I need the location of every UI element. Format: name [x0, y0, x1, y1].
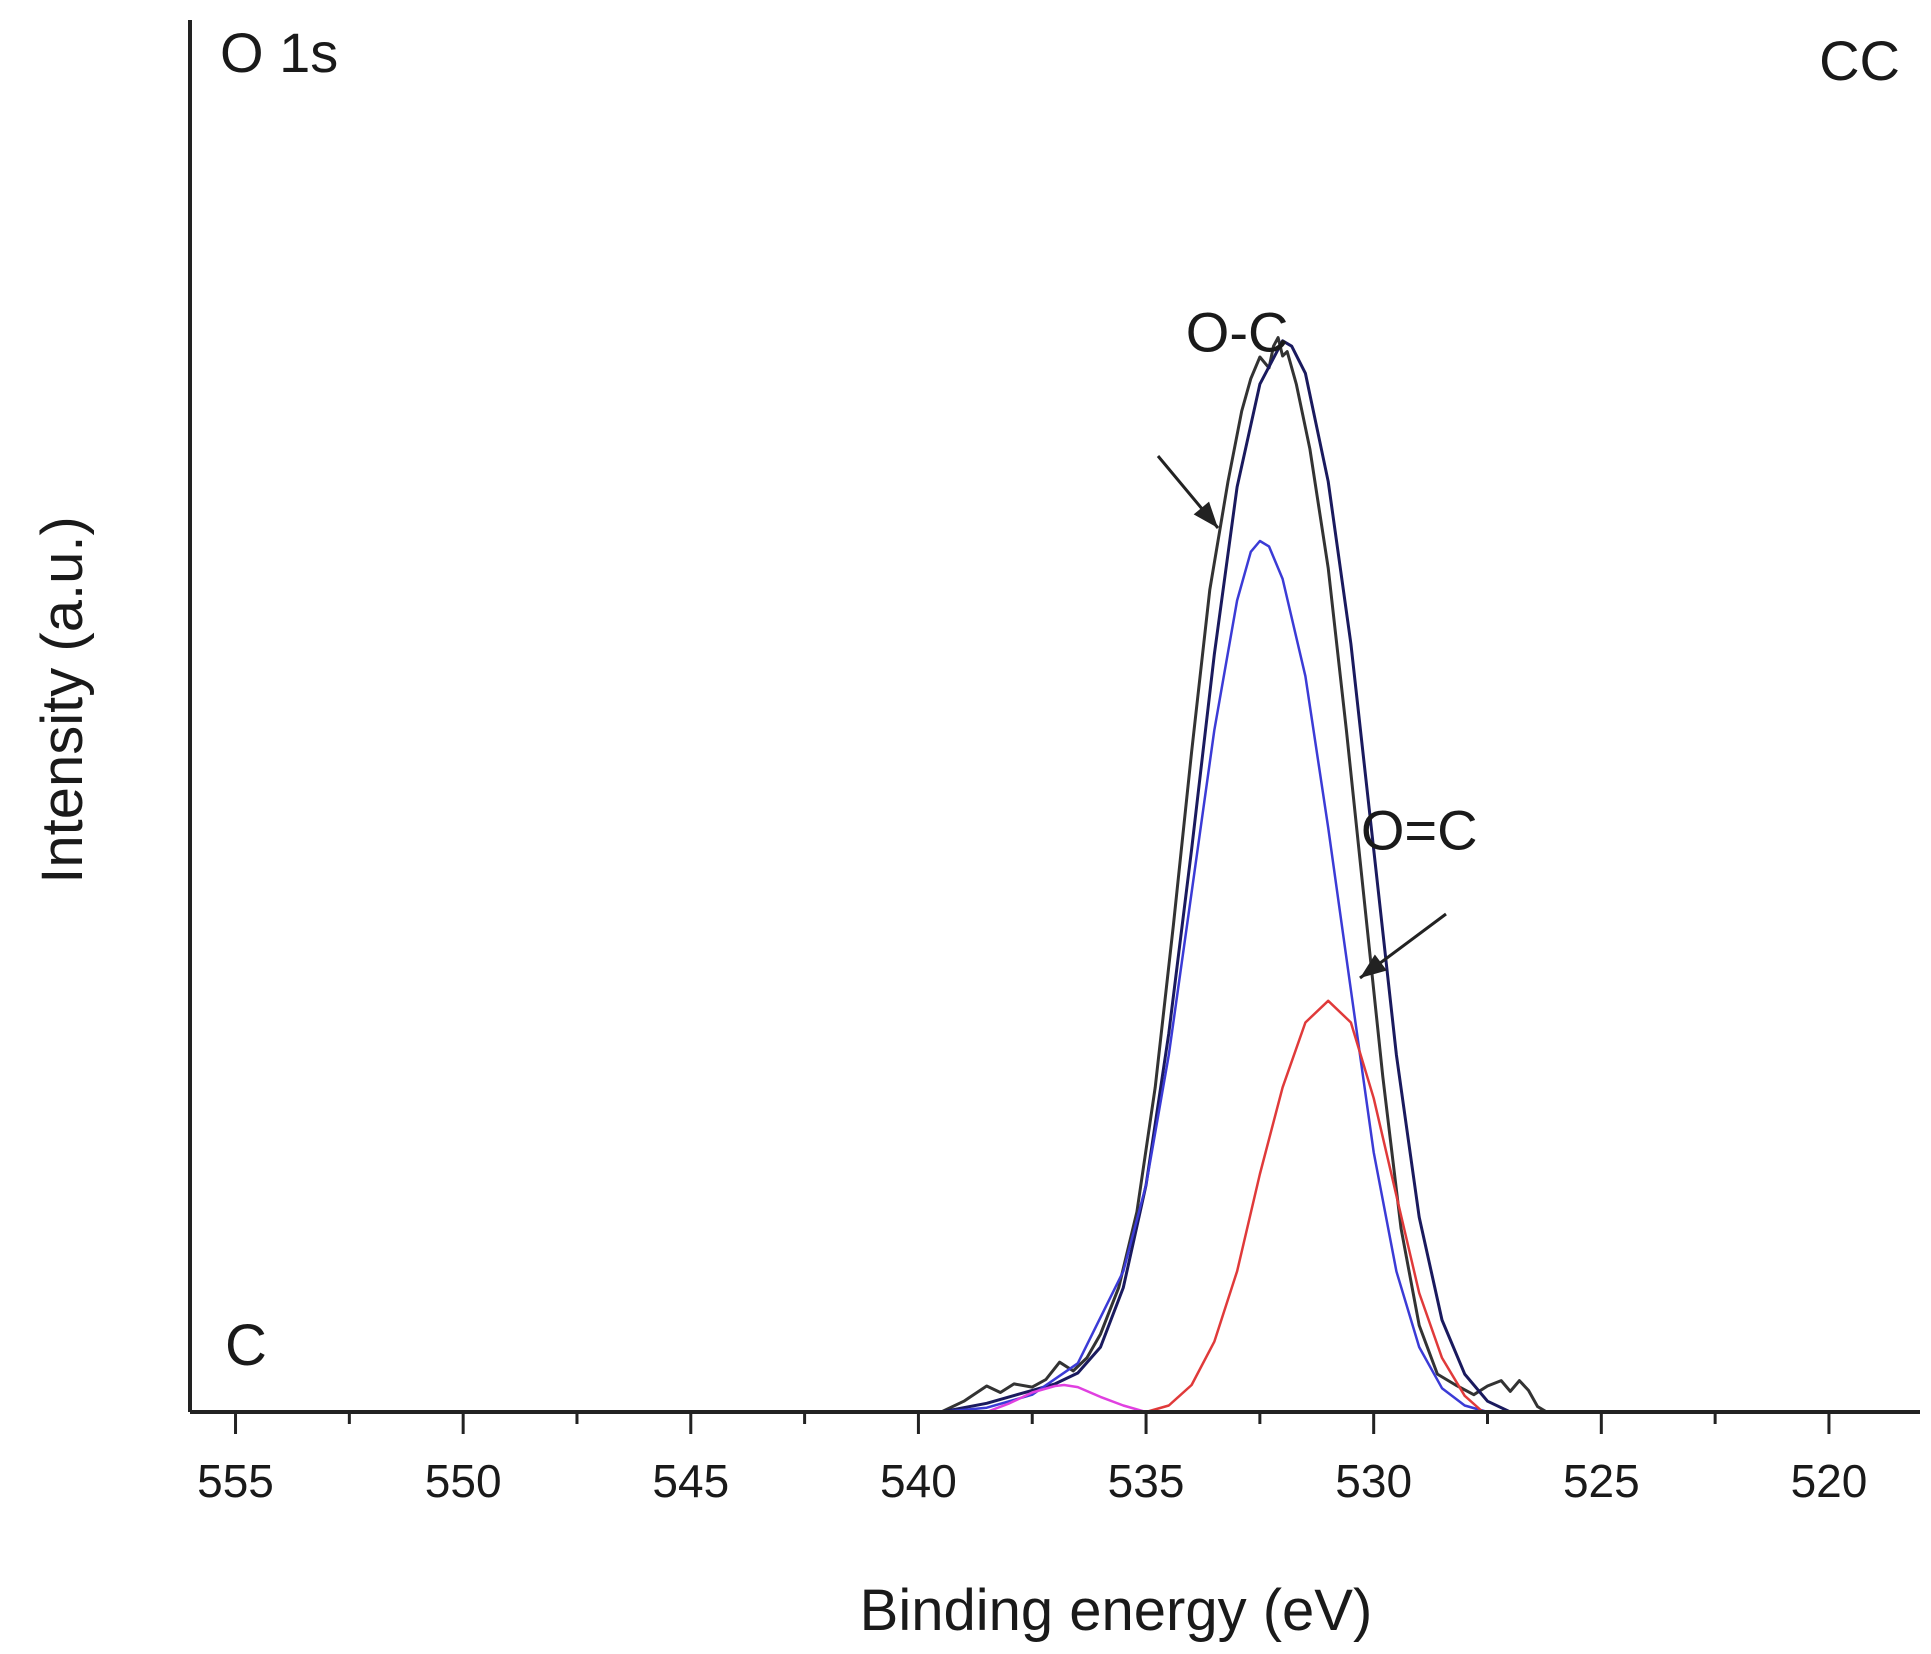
x-tick-label: 550 [425, 1455, 502, 1507]
sample-label: CC [1819, 29, 1900, 92]
o-eq-c-label: O=C [1361, 798, 1478, 861]
x-tick-label: 535 [1108, 1455, 1185, 1507]
o-eq-c-arrowhead [1360, 954, 1387, 978]
series-fit-envelope [940, 339, 1511, 1414]
series-minor-component [986, 1383, 1147, 1414]
x-axis-label: Binding energy (eV) [860, 1578, 1373, 1643]
annotation-arrows [1156, 455, 1447, 980]
x-tick-label: 520 [1791, 1455, 1868, 1507]
chart-title: O 1s [220, 21, 338, 84]
x-tick-label: 525 [1563, 1455, 1640, 1507]
x-tick-label: 545 [652, 1455, 729, 1507]
series-layer [940, 336, 1548, 1414]
x-tick-label: 540 [880, 1455, 957, 1507]
o-c-arrowhead [1193, 501, 1218, 528]
y-axis-label: Intensity (a.u.) [30, 516, 95, 883]
x-tick-label: 555 [197, 1455, 274, 1507]
series-raw [940, 336, 1548, 1414]
x-tick-label: 530 [1335, 1455, 1412, 1507]
series-o-c [941, 539, 1488, 1414]
panel-letter: C [225, 1313, 267, 1378]
series-o-c [1145, 999, 1484, 1414]
o-c-label: O-C [1186, 301, 1289, 364]
x-tick-layer: 555 550 545 540 535 530 525 520 [197, 1412, 1867, 1507]
